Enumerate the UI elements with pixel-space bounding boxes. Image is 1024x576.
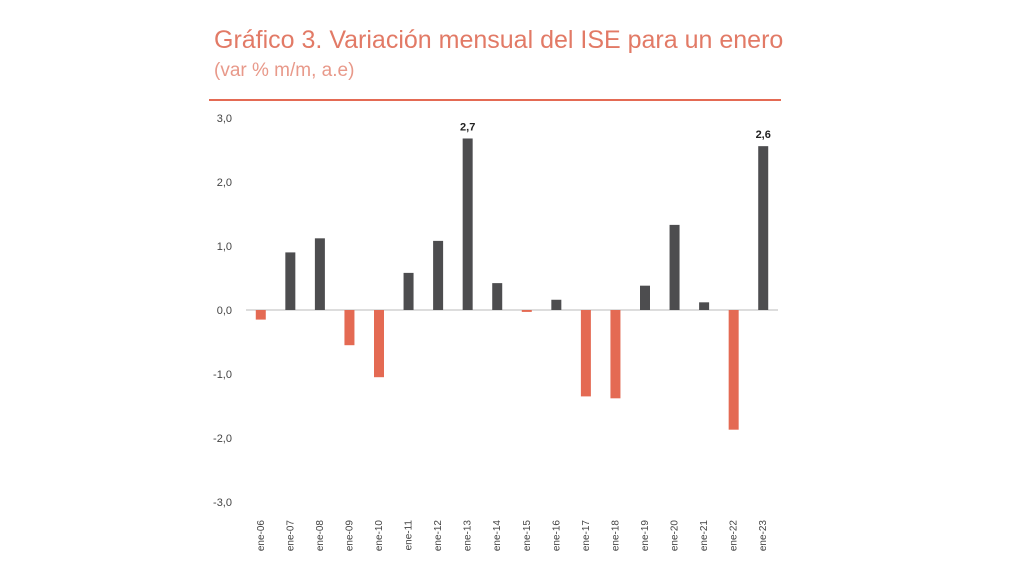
bar [344, 310, 355, 346]
x-tick-label: ene-16 [551, 520, 562, 552]
y-tick-label: -2,0 [213, 433, 232, 445]
chart-subtitle: (var % m/m, a.e) [214, 60, 355, 81]
bar [433, 240, 444, 310]
bar [374, 310, 384, 378]
x-tick-label: ene-06 [256, 520, 267, 552]
bar [492, 283, 503, 310]
x-tick-label: ene-13 [463, 520, 474, 552]
x-tick-label: ene-12 [433, 520, 444, 552]
bar [758, 146, 769, 310]
y-tick-label: 1,0 [217, 241, 232, 253]
bar [551, 299, 562, 310]
x-tick-label: ene-14 [492, 520, 503, 552]
bar [403, 272, 414, 310]
x-tick-label: ene-11 [404, 520, 415, 551]
x-tick-label: ene-20 [670, 520, 681, 552]
x-tick-label: ene-15 [522, 520, 533, 552]
x-tick-label: ene-10 [374, 520, 385, 552]
bar [699, 302, 710, 310]
y-tick-label: 2,0 [217, 177, 232, 189]
bar [314, 238, 325, 310]
x-tick-label: ene-08 [315, 520, 326, 552]
bar [462, 138, 473, 310]
bar [580, 310, 591, 397]
data-label: 2,6 [756, 129, 771, 141]
bar [640, 285, 650, 310]
x-tick-label: ene-22 [729, 520, 740, 552]
title-divider [209, 99, 781, 101]
x-tick-label: ene-19 [640, 520, 651, 552]
x-tick-label: ene-07 [285, 520, 296, 552]
x-tick-label: ene-18 [610, 520, 621, 552]
y-tick-label: -3,0 [213, 497, 232, 509]
bar [610, 310, 621, 399]
data-label: 2,7 [460, 121, 475, 133]
x-tick-label: ene-17 [581, 520, 592, 552]
bar [669, 224, 680, 310]
x-tick-label: ene-09 [344, 520, 355, 552]
bar [521, 310, 532, 312]
bar [728, 310, 739, 430]
chart-title: Gráfico 3. Variación mensual del ISE par… [214, 26, 784, 54]
bar [285, 252, 296, 310]
x-tick-label: ene-23 [758, 520, 769, 552]
y-tick-label: -1,0 [213, 369, 232, 381]
y-tick-label: 0,0 [217, 305, 232, 317]
bar [255, 310, 266, 320]
y-tick-label: 3,0 [217, 113, 232, 125]
x-tick-label: ene-21 [699, 520, 710, 552]
